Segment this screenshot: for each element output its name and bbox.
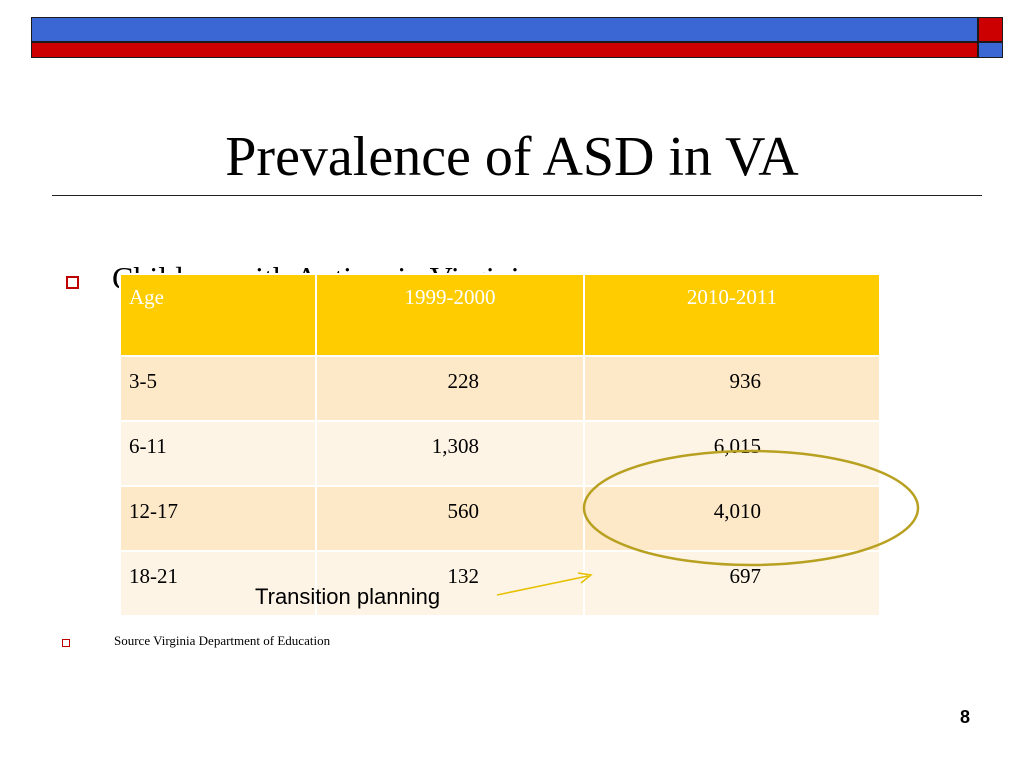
- cell-age: 6-11: [119, 420, 317, 487]
- table-row: 3-5 228 936: [119, 355, 881, 422]
- source-note: Source Virginia Department of Education: [114, 633, 331, 648]
- table-row: 12-17 560 4,010: [119, 485, 881, 552]
- cell-age: 12-17: [119, 485, 317, 552]
- header-bar-blue: [31, 17, 978, 42]
- square-bullet-icon: [66, 276, 79, 289]
- header-square-blue: [978, 42, 1003, 58]
- table-header-row: Age 1999-2000 2010-2011: [119, 273, 881, 357]
- title-divider: [52, 195, 982, 196]
- header-2010-2011: 2010-2011: [583, 273, 881, 357]
- annotation-label: Transition planning: [255, 584, 441, 609]
- square-bullet-icon: [62, 639, 70, 647]
- asd-prevalence-table: Age 1999-2000 2010-2011 3-5 228 936 6-11…: [119, 273, 881, 617]
- cell-2010-2011: 697: [583, 550, 881, 617]
- cell-2010-2011: 936: [583, 355, 881, 422]
- table-row: 6-11 1,308 6,015: [119, 420, 881, 487]
- cell-age: 18-21: [119, 550, 317, 617]
- page-number: 8: [959, 707, 970, 727]
- cell-1999-2000: 228: [315, 355, 585, 422]
- cell-2010-2011: 4,010: [583, 485, 881, 552]
- cell-1999-2000: 1,308: [315, 420, 585, 487]
- slide-title: Prevalence of ASD in VA: [225, 126, 799, 188]
- header-bar-red: [31, 42, 978, 58]
- header-age: Age: [119, 273, 317, 357]
- cell-age: 3-5: [119, 355, 317, 422]
- table-row: 18-21 132 697: [119, 550, 881, 617]
- header-1999-2000: 1999-2000: [315, 273, 585, 357]
- header-square-red: [978, 17, 1003, 42]
- cell-1999-2000: 560: [315, 485, 585, 552]
- cell-2010-2011: 6,015: [583, 420, 881, 487]
